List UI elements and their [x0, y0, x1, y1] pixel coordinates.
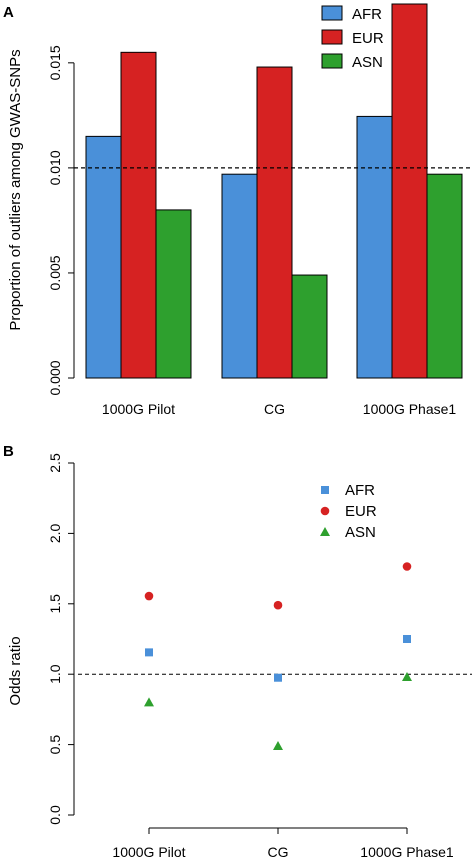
panel-b-x-axis: 1000G Pilot CG 1000G Phase1: [112, 827, 454, 860]
panel-a-legend-label-afr: AFR: [352, 6, 382, 23]
panel-a-category-cg: CG: [264, 401, 285, 417]
panel-a-y-axis-label: Proportion of outliers among GWAS-SNPs: [7, 49, 24, 330]
panel-b-category-1000g-phase1: 1000G Phase1: [360, 844, 454, 860]
point-1000g-pilot-eur: [144, 591, 154, 601]
panel-a-y-tick-label: 0.010: [47, 150, 63, 185]
point-1000g-pilot-afr: [145, 648, 153, 657]
panel-b-category-cg: CG: [268, 844, 289, 860]
panel-a-letter: A: [3, 4, 14, 21]
panel-a-y-tick-label: 0.015: [47, 45, 63, 80]
bar-1000g-pilot-asn: [155, 209, 192, 379]
panel-b-y-tick-label: 1.0: [47, 664, 63, 684]
panel-a-legend-label-eur: EUR: [352, 30, 384, 47]
panel-b-y-tick-label: 2.0: [47, 523, 63, 543]
point-1000g-phase1-afr: [403, 635, 411, 643]
panel-a-category-1000g-pilot: 1000G Pilot: [102, 401, 175, 417]
panel-b-legend: AFR EUR ASN: [320, 482, 377, 541]
panel-b-y-tick-label: 1.5: [47, 594, 63, 614]
point-1000g-phase1-asn: [402, 672, 412, 682]
bar-1000g-pilot-eur: [120, 51, 157, 379]
panel-b-scatter-chart: B Odds ratio 0.0 0.5 1.0 1.5 2.0 2.5 1000G Pi…: [3, 443, 472, 860]
panel-b-points: [144, 562, 412, 751]
panel-b-legend-label-afr: AFR: [345, 482, 375, 499]
panel-b-y-axis: 0.0 0.5 1.0 1.5 2.0 2.5: [47, 453, 75, 825]
panel-a-legend-swatch-eur: [321, 29, 343, 45]
point-cg-asn: [273, 741, 283, 751]
panel-a-legend-label-asn: ASN: [352, 54, 383, 71]
bar-1000g-phase1-asn: [426, 173, 463, 379]
panel-a-y-tick-label: 0.005: [47, 255, 63, 290]
panel-b-letter: B: [3, 443, 14, 460]
bar-cg-asn: [291, 274, 328, 379]
panel-b-category-1000g-pilot: 1000G Pilot: [112, 844, 185, 860]
bar-1000g-pilot-afr: [85, 135, 122, 379]
panel-b-y-axis-label: Odds ratio: [7, 636, 24, 705]
panel-b-legend-marker-asn: [320, 527, 330, 536]
panel-a-legend-swatch-afr: [321, 5, 343, 21]
panel-b-legend-label-eur: EUR: [345, 503, 377, 520]
panel-a-bar-chart: A Proportion of outliers among GWAS-SNPs…: [3, 3, 472, 417]
panel-a-bars: [85, 3, 463, 379]
panel-b-y-tick-label: 2.5: [47, 453, 63, 473]
panel-b-y-tick-label: 0.5: [47, 735, 63, 755]
panel-b-legend-marker-afr: [321, 486, 329, 494]
point-cg-afr: [274, 673, 282, 682]
panel-b-legend-label-asn: ASN: [345, 524, 376, 541]
panel-a-y-tick-label: 0.000: [47, 360, 63, 395]
panel-a-legend: AFR EUR ASN: [321, 5, 384, 71]
panel-a-category-labels: 1000G Pilot CG 1000G Phase1: [102, 401, 457, 417]
panel-a-category-1000g-phase1: 1000G Phase1: [363, 401, 457, 417]
bar-1000g-phase1-afr: [356, 115, 393, 379]
bar-1000g-phase1-eur: [391, 3, 428, 379]
panel-b-y-tick-label: 0.0: [47, 805, 63, 825]
point-1000g-pilot-asn: [144, 697, 154, 707]
panel-a-y-axis: 0.000 0.005 0.010 0.015: [47, 45, 75, 396]
bar-cg-eur: [256, 66, 293, 379]
panel-b-legend-marker-eur: [320, 506, 330, 516]
bar-cg-afr: [221, 173, 258, 379]
panel-a-legend-swatch-asn: [321, 53, 343, 69]
point-cg-eur: [273, 600, 283, 610]
point-1000g-phase1-eur: [402, 562, 412, 571]
